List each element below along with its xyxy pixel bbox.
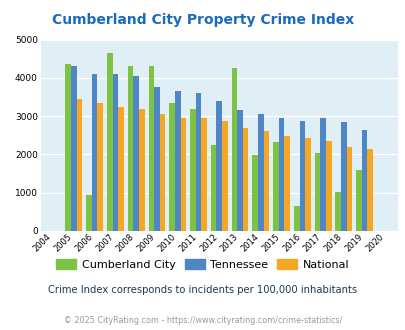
Bar — [305, 138, 310, 231]
Bar — [128, 66, 133, 231]
Bar — [216, 101, 222, 231]
Bar — [112, 74, 118, 231]
Bar — [222, 121, 227, 231]
Bar — [201, 118, 207, 231]
Text: Crime Index corresponds to incidents per 100,000 inhabitants: Crime Index corresponds to incidents per… — [48, 285, 357, 295]
Bar — [284, 136, 289, 231]
Bar — [314, 152, 320, 231]
Bar — [242, 128, 248, 231]
Bar — [299, 121, 305, 231]
Bar — [346, 147, 352, 231]
Bar — [118, 107, 124, 231]
Bar — [278, 118, 284, 231]
Bar — [320, 118, 325, 231]
Bar — [340, 122, 346, 231]
Bar — [159, 114, 165, 231]
Bar — [335, 192, 340, 231]
Bar — [190, 109, 195, 231]
Bar — [154, 87, 159, 231]
Bar — [237, 111, 242, 231]
Bar — [293, 206, 299, 231]
Bar — [139, 109, 144, 231]
Bar — [71, 66, 77, 231]
Bar — [195, 93, 201, 231]
Bar — [77, 99, 82, 231]
Bar — [86, 195, 92, 231]
Legend: Cumberland City, Tennessee, National: Cumberland City, Tennessee, National — [52, 255, 353, 274]
Bar — [180, 118, 185, 231]
Text: Cumberland City Property Crime Index: Cumberland City Property Crime Index — [52, 13, 353, 27]
Bar — [210, 145, 216, 231]
Bar — [257, 114, 263, 231]
Bar — [175, 91, 180, 231]
Bar — [325, 141, 331, 231]
Bar — [97, 103, 103, 231]
Bar — [231, 68, 237, 231]
Bar — [355, 170, 361, 231]
Bar — [65, 64, 71, 231]
Bar — [263, 131, 269, 231]
Bar — [367, 149, 372, 231]
Bar — [252, 155, 257, 231]
Bar — [361, 130, 367, 231]
Bar — [92, 74, 97, 231]
Bar — [133, 76, 139, 231]
Bar — [273, 142, 278, 231]
Bar — [169, 103, 175, 231]
Bar — [107, 53, 112, 231]
Bar — [148, 66, 154, 231]
Text: © 2025 CityRating.com - https://www.cityrating.com/crime-statistics/: © 2025 CityRating.com - https://www.city… — [64, 315, 341, 325]
